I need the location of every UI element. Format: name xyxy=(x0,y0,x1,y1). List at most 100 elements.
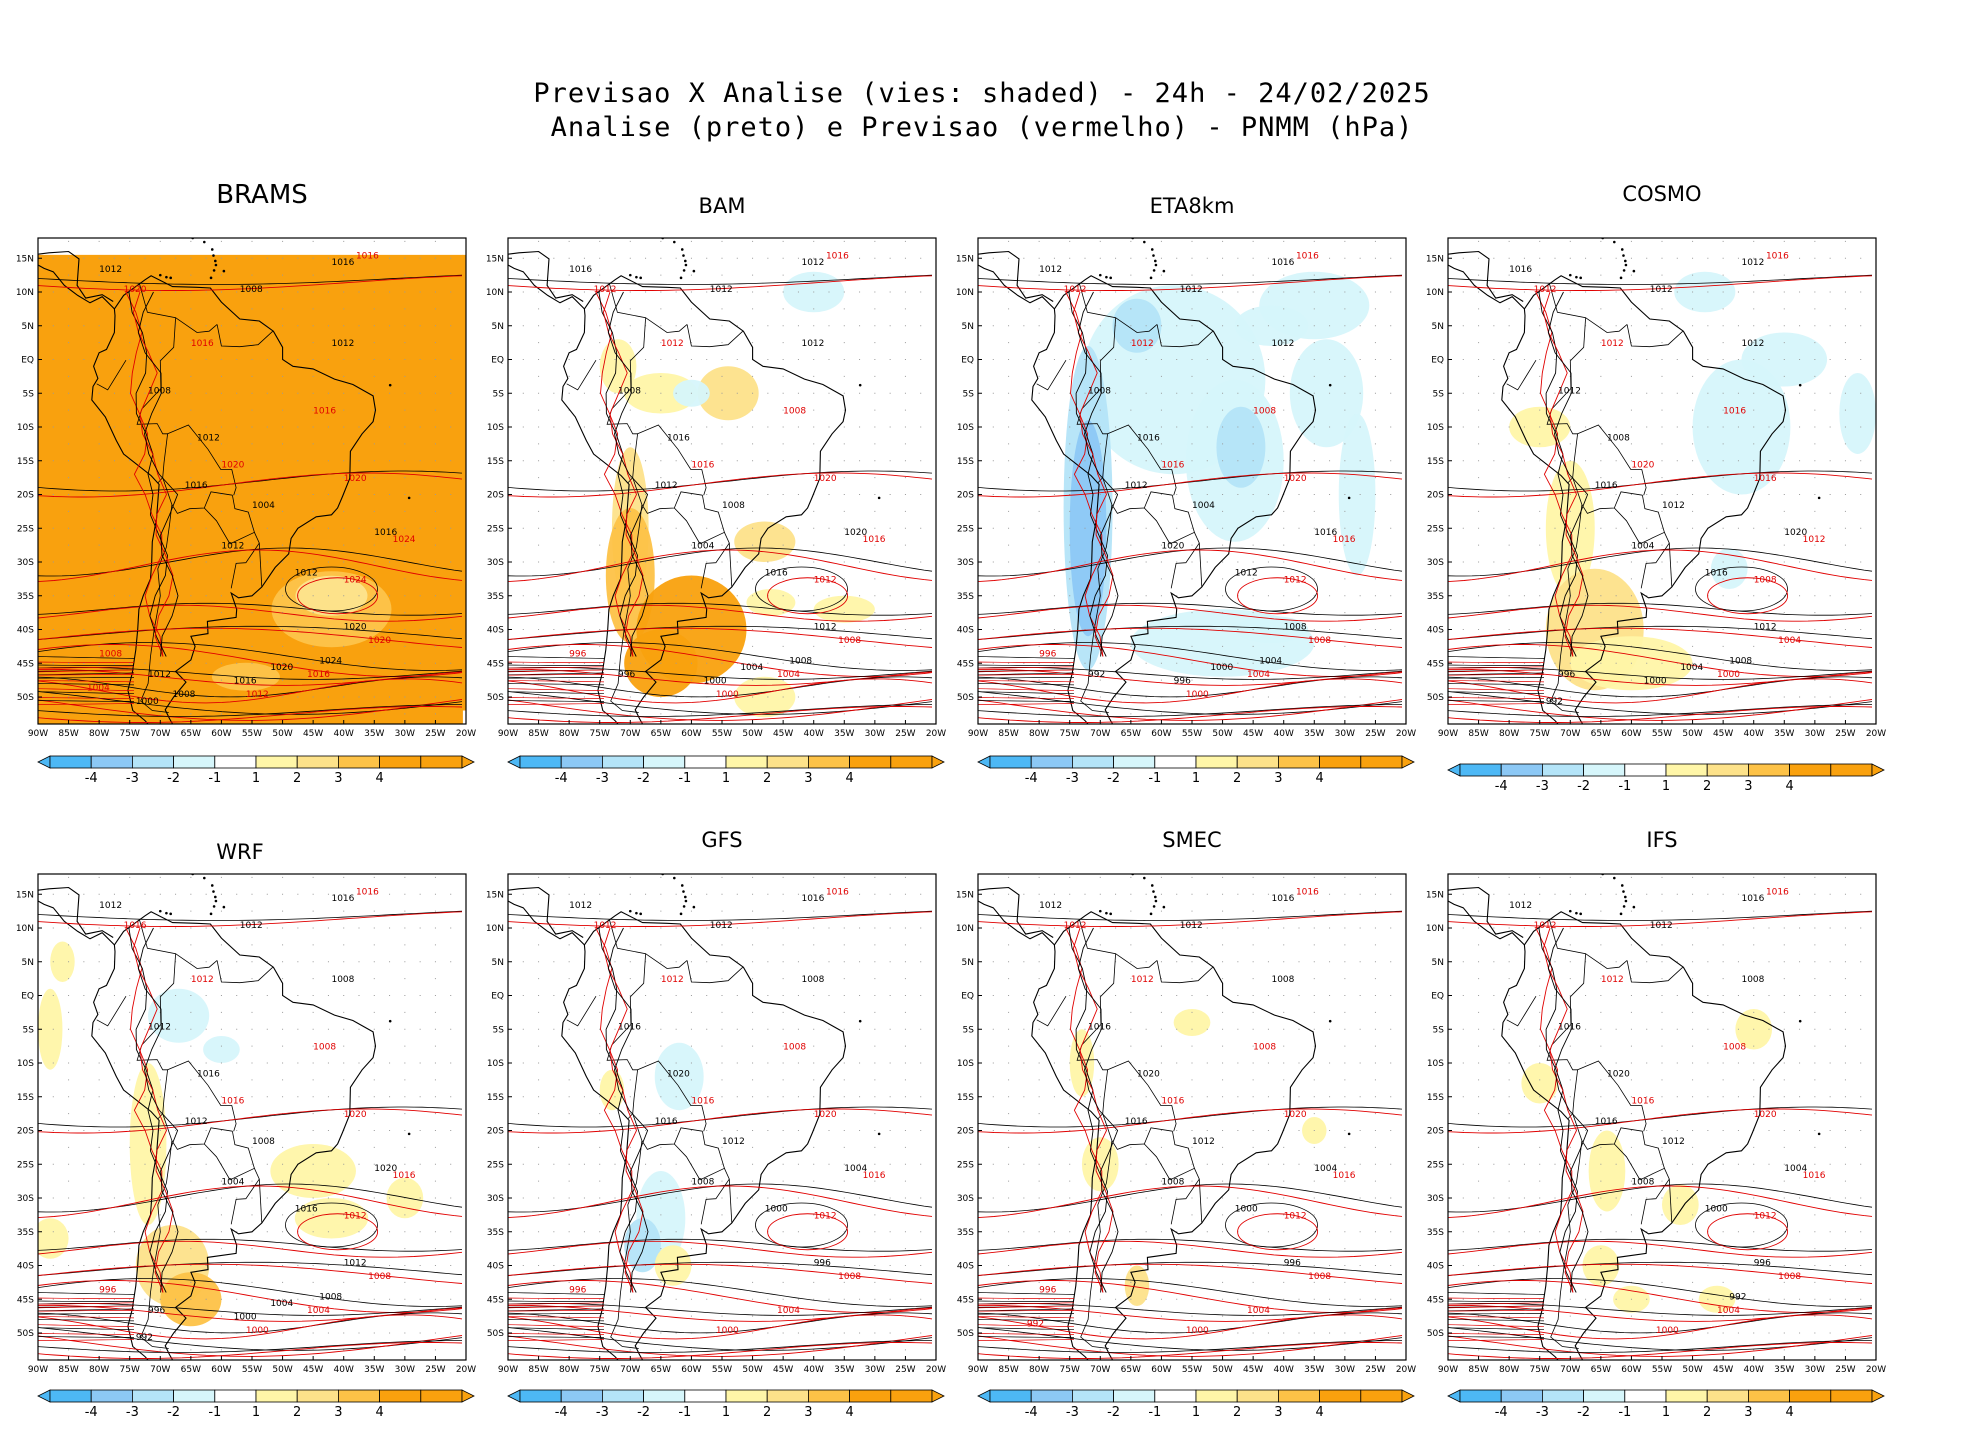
country-border xyxy=(1115,317,1158,333)
island xyxy=(1632,905,1636,909)
contour-label-analysis: 1012 xyxy=(99,265,122,275)
coastline xyxy=(508,886,585,946)
lon-tick-label: 35W xyxy=(834,1365,854,1375)
contour-label-analysis: 1012 xyxy=(221,542,244,552)
lon-tick-label: 35W xyxy=(1304,1365,1324,1375)
grid xyxy=(978,240,1406,715)
contour-label-forecast: 1012 xyxy=(814,575,837,585)
island xyxy=(1619,276,1623,280)
isobar-analysis xyxy=(38,1313,134,1315)
lon-axis: 90W 85W 80W 75W 70W 65W 60W 55W 50W 45W 40W 35W 30W 2… xyxy=(1438,720,1886,739)
bias-patch xyxy=(203,1036,240,1063)
lon-tick-label: 85W xyxy=(998,729,1018,739)
isobar-analysis xyxy=(978,1327,1075,1331)
isobar-forecast xyxy=(38,1335,463,1357)
lat-tick-label: 45S xyxy=(17,1295,34,1305)
panel-title-brams: BRAMS xyxy=(216,180,308,210)
colorbar-label: 4 xyxy=(1315,1405,1323,1420)
colorbar-segment xyxy=(1459,1389,1502,1403)
colorbar-segment xyxy=(684,1389,727,1403)
lon-tick-label: 65W xyxy=(181,729,201,739)
contour-label-analysis: 996 xyxy=(148,1306,165,1316)
colorbar-segment xyxy=(849,1389,892,1403)
contour-label-forecast: 1020 xyxy=(1631,461,1654,471)
lon-tick-label: 65W xyxy=(1121,1365,1141,1375)
contour-label-analysis: 1008 xyxy=(1088,386,1111,396)
isobar-forecast xyxy=(1448,1240,1873,1258)
bias-patch xyxy=(50,941,75,982)
isobar-forecast xyxy=(1448,661,1544,663)
contour-label-forecast: 1004 xyxy=(1778,636,1801,646)
bias-patch xyxy=(1674,271,1736,313)
isobar-analysis xyxy=(978,1308,1075,1312)
contour-label-forecast: 1000 xyxy=(1656,1326,1679,1336)
isobar-analysis xyxy=(508,1336,605,1338)
island xyxy=(1109,276,1112,280)
contour-label-forecast: 1008 xyxy=(99,650,122,660)
lat-tick-label: 30S xyxy=(1427,558,1444,568)
lon-tick-label: 35W xyxy=(364,1365,384,1375)
lat-tick-label: 40S xyxy=(17,626,34,636)
island xyxy=(1579,912,1582,916)
colorbar-segment xyxy=(519,1389,562,1403)
colorbar-segment xyxy=(1113,755,1156,769)
colorbar-segment xyxy=(337,755,380,769)
isobar-forecast xyxy=(38,661,134,663)
isobar-analysis xyxy=(128,291,168,657)
colorbar-label: -4 xyxy=(85,1405,98,1420)
island xyxy=(1154,263,1158,267)
colorbar-label: 3 xyxy=(1274,771,1282,786)
island xyxy=(407,496,411,500)
colorbar-segment xyxy=(420,1389,463,1403)
isobar-forecast xyxy=(978,911,1403,927)
island xyxy=(1150,248,1154,251)
country-border xyxy=(1640,532,1670,589)
contour-label-analysis: 1000 xyxy=(704,677,727,687)
contour-label-forecast: 1012 xyxy=(1284,1211,1307,1221)
isobar-analysis xyxy=(978,1336,1075,1338)
lon-tick-label: 85W xyxy=(528,729,548,739)
colorbar-label: -1 xyxy=(1148,771,1161,786)
isobar-analysis xyxy=(1448,1336,1545,1338)
isobar-forecast xyxy=(38,1297,134,1299)
contour-label-forecast: 1012 xyxy=(1064,285,1087,295)
lat-axis: 15N 10N 5N EQ 5S 10S 15S 20S 25S 30S 35S 40S 45S 50S xyxy=(956,254,982,703)
island xyxy=(653,871,656,874)
isobar-analysis xyxy=(38,470,463,492)
isobar-analysis xyxy=(38,274,463,285)
panel-title-gfs: GFS xyxy=(701,828,743,852)
colorbar-segment xyxy=(1665,763,1708,777)
lon-tick-label: 65W xyxy=(1591,729,1611,739)
contour-label-forecast: 1016 xyxy=(691,461,714,471)
colorbar-segment xyxy=(643,1389,686,1403)
island xyxy=(1581,869,1584,872)
contour-label-analysis: 1008 xyxy=(691,1178,714,1188)
lon-tick-label: 80W xyxy=(89,729,109,739)
isobar-analysis xyxy=(978,1313,1074,1315)
isobar-forecast xyxy=(602,927,644,1293)
island xyxy=(635,911,638,915)
isobar-forecast xyxy=(1448,911,1873,927)
island xyxy=(628,909,632,913)
map-panel-bam: 1012101610121012100810161012100810041020… xyxy=(486,237,946,739)
lon-tick-label: 85W xyxy=(58,1365,78,1375)
contour-label-analysis: 1012 xyxy=(1180,921,1203,931)
isobar-forecast xyxy=(38,275,463,291)
lat-tick-label: EQ xyxy=(21,356,34,366)
isobar-forecast xyxy=(508,1310,604,1312)
lon-tick-label: 45W xyxy=(1243,729,1263,739)
colorbar-segment xyxy=(1624,1389,1667,1403)
lat-axis: 15N 10N 5N EQ 5S 10S 15S 20S 25S 30S 35S 40S 45S 50S xyxy=(16,890,42,1339)
lat-tick-label: 35S xyxy=(17,592,34,602)
colorbar-label: 4 xyxy=(1785,779,1793,794)
country-border xyxy=(1577,424,1647,496)
isobar-forecast xyxy=(508,1316,605,1319)
colorbar-segment xyxy=(602,1389,645,1403)
lon-tick-label: 55W xyxy=(712,729,732,739)
isobar-analysis xyxy=(1448,602,1873,616)
island xyxy=(680,884,684,887)
lon-tick-label: 70W xyxy=(1560,1365,1580,1375)
contour-label-forecast: 1016 xyxy=(1296,251,1319,261)
isobar-forecast xyxy=(508,275,933,291)
lon-tick-label: 70W xyxy=(1090,1365,1110,1375)
